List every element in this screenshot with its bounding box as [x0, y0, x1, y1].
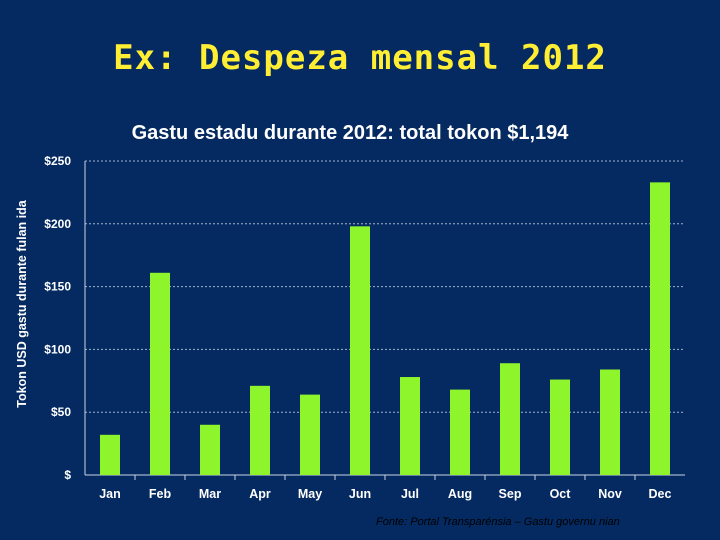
bar-feb: [150, 272, 170, 475]
x-tick-label: Apr: [249, 487, 271, 501]
y-tick-label: $200: [44, 217, 71, 231]
y-tick-label: $100: [44, 342, 71, 356]
x-tick-label: May: [298, 487, 322, 501]
x-tick-label: Aug: [448, 487, 472, 501]
x-tick-label: Dec: [649, 487, 672, 501]
bar-may: [300, 394, 320, 475]
x-tick-label: Oct: [550, 487, 572, 501]
bar-aug: [450, 389, 470, 475]
source-note: Fonte: Portal Transparénsia – Gastu gove…: [376, 516, 620, 528]
y-tick-label: $250: [44, 154, 71, 168]
y-tick-label: $50: [51, 405, 71, 419]
bar-apr: [250, 385, 270, 475]
x-tick-label: Feb: [149, 487, 172, 501]
x-tick-label: Jan: [99, 487, 121, 501]
bar-jul: [400, 377, 420, 475]
slide-title: Ex: Despeza mensal 2012: [113, 38, 607, 78]
bar-oct: [550, 379, 570, 475]
x-tick-label: Sep: [499, 487, 522, 501]
y-tick-label: $: [64, 468, 71, 482]
x-tick-label: Jun: [349, 487, 371, 501]
bar-sep: [500, 363, 520, 475]
x-tick-label: Mar: [199, 487, 221, 501]
bar-nov: [600, 369, 620, 475]
y-axis-label: Tokon USD gastu durante fulan ida: [15, 199, 29, 407]
x-tick-label: Nov: [598, 487, 622, 501]
bar-jan: [100, 434, 120, 475]
bar-mar: [200, 424, 220, 475]
y-tick-label: $150: [44, 280, 71, 294]
bar-dec: [650, 182, 670, 476]
bar-jun: [350, 226, 370, 475]
x-tick-label: Jul: [401, 487, 419, 501]
chart-title: Gastu estadu durante 2012: total tokon $…: [132, 122, 570, 144]
